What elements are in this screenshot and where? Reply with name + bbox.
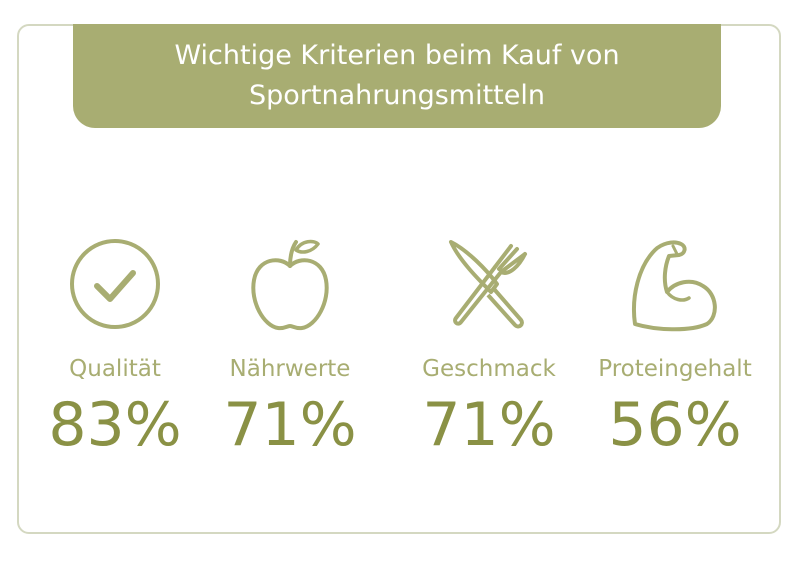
title-banner: Wichtige Kriterien beim Kauf von Sportna… (73, 24, 721, 128)
criterion-geschmack: Geschmack 71% (394, 236, 584, 460)
flexed-arm-icon (632, 240, 717, 332)
category-label: Qualität (69, 356, 161, 382)
category-label: Proteingehalt (598, 356, 752, 382)
value-label: 71% (223, 390, 357, 460)
checkmark-circle-icon (70, 239, 160, 329)
value-label: 56% (608, 390, 742, 460)
apple-icon (251, 239, 329, 331)
category-label: Geschmack (422, 356, 556, 382)
value-label: 71% (422, 390, 556, 460)
fork-knife-icon (449, 240, 527, 329)
criterion-qualitaet: Qualität 83% (20, 236, 210, 460)
category-label: Nährwerte (229, 356, 351, 382)
chart-title-line-2: Sportnahrungsmitteln (249, 80, 545, 111)
criterion-naehrwerte: Nährwerte 71% (195, 236, 385, 460)
value-label: 83% (48, 390, 182, 460)
chart-title-line-1: Wichtige Kriterien beim Kauf von (174, 40, 620, 71)
criterion-proteingehalt: Proteingehalt 56% (580, 236, 770, 460)
